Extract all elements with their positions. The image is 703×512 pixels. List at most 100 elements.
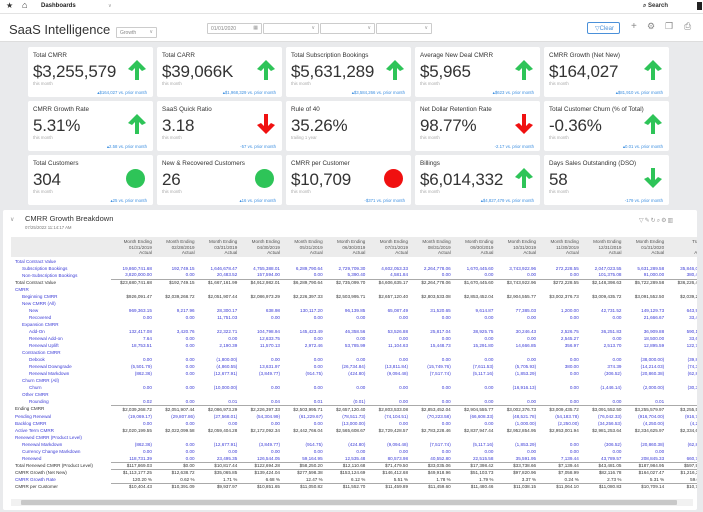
row-label[interactable]: Other CMRR	[22, 392, 49, 398]
table-cell[interactable]: 660,748.5	[686, 455, 697, 461]
table-cell[interactable]: 0.00	[399, 314, 409, 320]
table-cell[interactable]: 35,591.95	[515, 455, 537, 461]
table-cell[interactable]: 0.01	[228, 399, 238, 405]
table-cell[interactable]: (34,256.53)	[597, 420, 622, 426]
table-cell[interactable]: 0.00	[484, 335, 494, 341]
table-cell[interactable]: 122,787.2	[686, 343, 697, 349]
table-cell[interactable]: $2,039,268.7	[680, 293, 697, 299]
table-cell[interactable]: 638.98	[265, 307, 280, 313]
column-header[interactable]: Month Ending 10/31/2019 Actual	[495, 237, 539, 257]
table-cell[interactable]: $36,226,482.0	[666, 278, 697, 287]
table-cell[interactable]: 590,129.0	[686, 328, 697, 334]
table-cell[interactable]: (5,705.93)	[515, 364, 537, 370]
table-cell[interactable]: (74,104.51)	[384, 413, 409, 419]
table-cell[interactable]: $2,657,120.40	[324, 405, 368, 413]
row-label[interactable]: Renewal Markdown	[29, 371, 70, 377]
table-cell[interactable]: 0.00	[569, 272, 579, 278]
favorites-star-icon[interactable]: ★	[6, 1, 14, 10]
table-cell[interactable]: 118,731.39	[129, 455, 152, 461]
table-cell[interactable]: 5.51 %	[393, 476, 409, 482]
table-cell[interactable]: 0.00	[313, 314, 323, 320]
table-cell[interactable]: 0.00	[185, 357, 195, 363]
kpi-card[interactable]: Total Customers 304 this month ▴25 vs. prio…	[28, 155, 153, 205]
table-cell[interactable]: $277,598.38	[281, 468, 325, 477]
table-cell[interactable]: (1,446.14)	[600, 385, 622, 391]
table-cell[interactable]: 0.00	[228, 448, 238, 454]
row-label[interactable]: Total Contract Value	[15, 259, 57, 264]
table-cell[interactable]: 2,190.39	[219, 343, 238, 349]
table-cell[interactable]: 1.78 %	[436, 476, 451, 482]
table-cell[interactable]: 0.00	[313, 385, 323, 391]
table-cell[interactable]: 0.04	[271, 399, 280, 405]
search-button[interactable]: ⌕ Search	[643, 3, 668, 10]
table-cell[interactable]: (78,511.73)	[342, 413, 366, 419]
table-cell[interactable]: 33,417.7	[689, 314, 697, 320]
table-cell[interactable]: $2,264,778.06	[410, 278, 453, 287]
table-cell[interactable]: 0.00	[655, 448, 665, 454]
table-cell[interactable]: $2,086,973.29	[250, 293, 280, 299]
table-cell[interactable]: 0.00	[228, 420, 238, 426]
table-cell[interactable]: 0.00	[185, 335, 195, 341]
kpi-card[interactable]: Total Customer Churn (% of Total) -0.36% t…	[544, 101, 669, 151]
table-cell[interactable]: (5,117.16)	[472, 371, 494, 377]
table-cell[interactable]: 2,526.75	[560, 328, 579, 334]
table-cell[interactable]: $10,851.65	[239, 482, 282, 491]
home-icon[interactable]: ⌂	[22, 0, 28, 10]
table-cell[interactable]: 2.73 %	[607, 476, 622, 482]
scrollbar-thumb[interactable]	[21, 500, 677, 505]
column-header[interactable]: Month Ending 12/31/2019 Actual	[580, 237, 624, 257]
kpi-card[interactable]: Total CMRR $3,255,579 this month ▴$164,027 …	[28, 47, 153, 97]
table-cell[interactable]: 3,743,922.96	[509, 265, 537, 271]
table-cell[interactable]: 59,164.95	[302, 455, 323, 461]
table-cell[interactable]: (916,704.0	[685, 413, 697, 419]
table-cell[interactable]: $2,904,555.77	[452, 405, 496, 413]
table-cell[interactable]: $11,480.46	[452, 482, 496, 491]
table-cell[interactable]: 0.00	[612, 335, 622, 341]
row-label[interactable]: CMRR Growth Rate	[15, 476, 56, 482]
table-cell[interactable]: (5,501.79)	[130, 364, 152, 370]
table-cell[interactable]: $2,334,625.9	[680, 427, 697, 433]
table-cell[interactable]: 18,500.00	[643, 335, 665, 341]
table-cell[interactable]: (1,000.00)	[515, 420, 537, 426]
table-cell[interactable]: 9,217.96	[176, 307, 195, 313]
row-label[interactable]: New CMRR (All)	[22, 300, 56, 306]
table-cell[interactable]: (4,250.0	[690, 420, 697, 426]
table-cell[interactable]: 21,666.67	[643, 314, 665, 320]
table-cell[interactable]: (3,849.77)	[259, 441, 280, 447]
table-cell[interactable]: 0.00	[484, 272, 494, 278]
table-cell[interactable]: 0.00	[484, 420, 494, 426]
table-cell[interactable]: (7,517.74)	[429, 371, 451, 377]
table-cell[interactable]: 11,751.03	[217, 314, 238, 320]
table-cell[interactable]: 0.0	[666, 448, 697, 455]
table-cell[interactable]: $1,113,177.25	[111, 468, 154, 477]
table-cell[interactable]: 149,129.73	[641, 307, 665, 313]
table-cell[interactable]: $139,424.04	[239, 468, 282, 477]
table-cell[interactable]: $122,694.28	[239, 461, 282, 470]
table-cell[interactable]: $10,709.14	[623, 482, 667, 491]
table-cell[interactable]: 15,448.73	[430, 343, 451, 349]
table-cell[interactable]: 53,785.99	[344, 343, 366, 349]
table-cell[interactable]: 0.00	[185, 385, 195, 391]
table-cell[interactable]: $1,670,445.60	[452, 278, 496, 287]
table-cell[interactable]: 0.00	[313, 335, 323, 341]
table-cell[interactable]: 1.79 %	[479, 476, 494, 482]
table-cell[interactable]: 80,573.98	[387, 455, 409, 461]
table-cell[interactable]: (48,521.78)	[512, 413, 537, 419]
table-cell[interactable]: (62,816.8	[687, 441, 697, 447]
table-cell[interactable]: $2,503,995.71	[281, 405, 325, 413]
table-cell[interactable]: 0.00	[356, 335, 366, 341]
table-cell[interactable]: $2,981,253.64	[592, 427, 622, 433]
table-cell[interactable]: 33,679.0	[689, 335, 697, 341]
table-cell[interactable]: 23,495.35	[216, 455, 238, 461]
table-cell[interactable]: 356.97	[564, 343, 579, 349]
table-cell[interactable]: 4,602,053.33	[381, 265, 409, 271]
table-cell[interactable]: $0.00	[153, 461, 197, 470]
table-cell[interactable]: 28,300.17	[216, 307, 238, 313]
table-cell[interactable]: (30,364.2	[687, 385, 697, 391]
table-cell[interactable]: 0.00	[612, 314, 622, 320]
table-cell[interactable]: (2,000.00)	[643, 385, 665, 391]
table-cell[interactable]: $3,091,552.50	[634, 293, 665, 299]
table-cell[interactable]: $3,091,552.50	[580, 405, 624, 413]
table-cell[interactable]: $2,039,268.72	[165, 293, 195, 299]
table-cell[interactable]: 272,228.55	[555, 265, 579, 271]
